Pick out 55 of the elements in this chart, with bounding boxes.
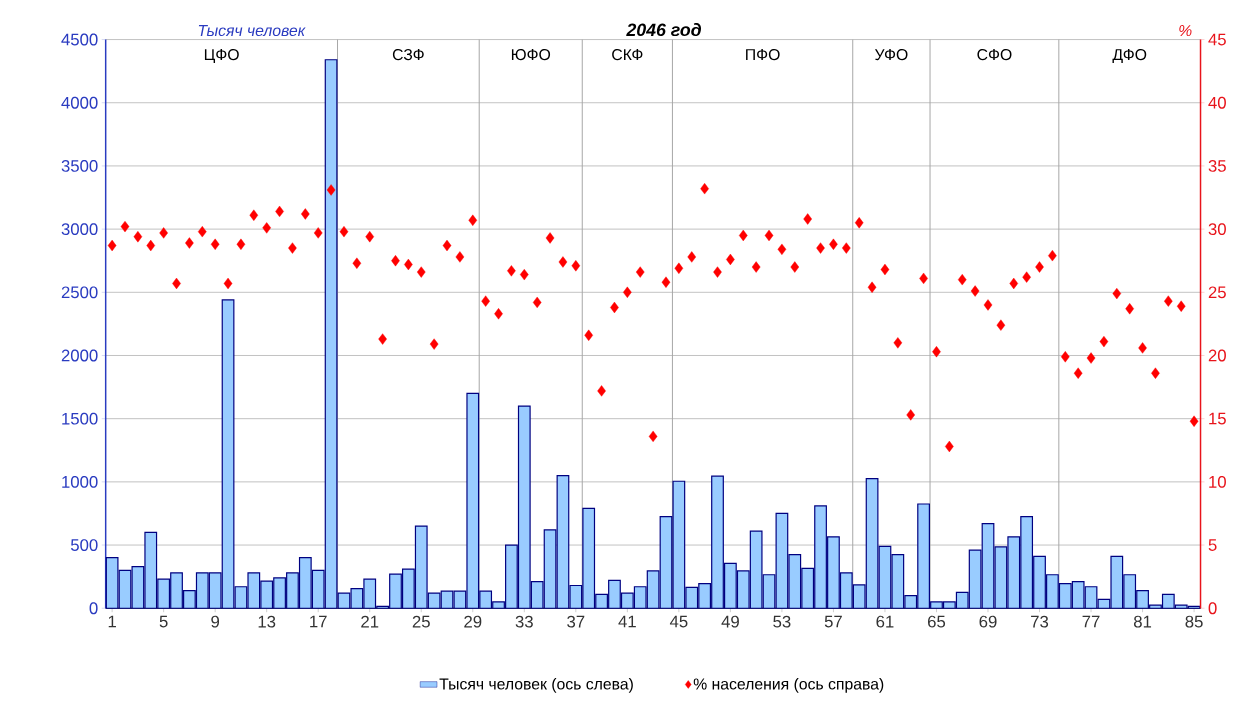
x-tick-label: 61 bbox=[876, 615, 894, 628]
x-tick-label: 37 bbox=[567, 615, 585, 628]
x-tick-label: 41 bbox=[618, 615, 636, 628]
annotation: ДФО bbox=[1112, 48, 1147, 64]
annotation: ПФО bbox=[746, 48, 780, 61]
x-tick-label: 1 bbox=[108, 615, 116, 628]
y-tick-label: 1500 bbox=[62, 412, 98, 425]
x-tick-label: 77 bbox=[1082, 615, 1100, 628]
x-tick-label: 69 bbox=[979, 615, 997, 628]
x-tick-label: 9 bbox=[211, 615, 220, 628]
y2-tick-label: 30 bbox=[1208, 223, 1226, 236]
chart-title: 2046 год bbox=[626, 23, 702, 37]
x-tick-label: 17 bbox=[310, 615, 327, 628]
y2-tick-label: 45 bbox=[1208, 33, 1226, 46]
annotation: СКФ bbox=[612, 48, 643, 61]
x-tick-label: 21 bbox=[361, 615, 379, 628]
y-tick-label: 2000 bbox=[61, 349, 98, 362]
annotation: УФО bbox=[874, 48, 908, 61]
x-tick-label: 45 bbox=[669, 615, 688, 628]
x-tick-label: 85 bbox=[1185, 615, 1203, 628]
annotation: СФО bbox=[977, 48, 1012, 61]
x-tick-label: 57 bbox=[824, 615, 842, 628]
y2-tick-label: 35 bbox=[1208, 159, 1226, 172]
annotation: СЗФ bbox=[392, 48, 424, 61]
y-tick-label: 0 bbox=[89, 602, 98, 615]
y2-tick-label: 5 bbox=[1208, 539, 1217, 551]
y-tick-label: 3000 bbox=[61, 223, 98, 236]
x-tick-label: 81 bbox=[1133, 615, 1152, 628]
y2-tick-label: 40 bbox=[1208, 96, 1226, 109]
annotation: ЦФО bbox=[204, 48, 239, 64]
y2-tick-label: 15 bbox=[1209, 412, 1226, 425]
x-tick-label: 65 bbox=[928, 615, 946, 628]
x-tick-label: 49 bbox=[721, 615, 739, 628]
y2-tick-label: 20 bbox=[1208, 349, 1226, 362]
x-tick-label: 53 bbox=[773, 615, 791, 628]
y2-tick-label: 10 bbox=[1209, 475, 1226, 488]
x-tick-label: 73 bbox=[1031, 615, 1049, 628]
annotation: ЮФО bbox=[511, 48, 551, 61]
y-tick-label: 4500 bbox=[61, 33, 98, 46]
y-tick-label: 2500 bbox=[61, 286, 98, 299]
y2-tick-label: 25 bbox=[1208, 286, 1226, 299]
y-tick-label: 4000 bbox=[61, 96, 98, 109]
x-tick-label: 5 bbox=[159, 615, 168, 628]
y2-tick-label: 0 bbox=[1208, 602, 1217, 615]
x-tick-label: 25 bbox=[412, 615, 430, 628]
legend-label: Тысяч человек (ось слева) bbox=[439, 677, 633, 693]
y-tick-label: 3500 bbox=[61, 159, 98, 172]
x-tick-label: 13 bbox=[258, 615, 276, 628]
x-tick-label: 29 bbox=[464, 615, 482, 628]
y-tick-label: 1000 bbox=[62, 475, 98, 488]
y-tick-label: 500 bbox=[70, 539, 98, 551]
x-tick-label: 33 bbox=[515, 615, 533, 628]
y-axis-title: Тысяч человек bbox=[198, 25, 306, 37]
legend-label: % населения (ось справа) bbox=[693, 677, 884, 693]
y2-axis-title: % bbox=[1179, 25, 1192, 37]
